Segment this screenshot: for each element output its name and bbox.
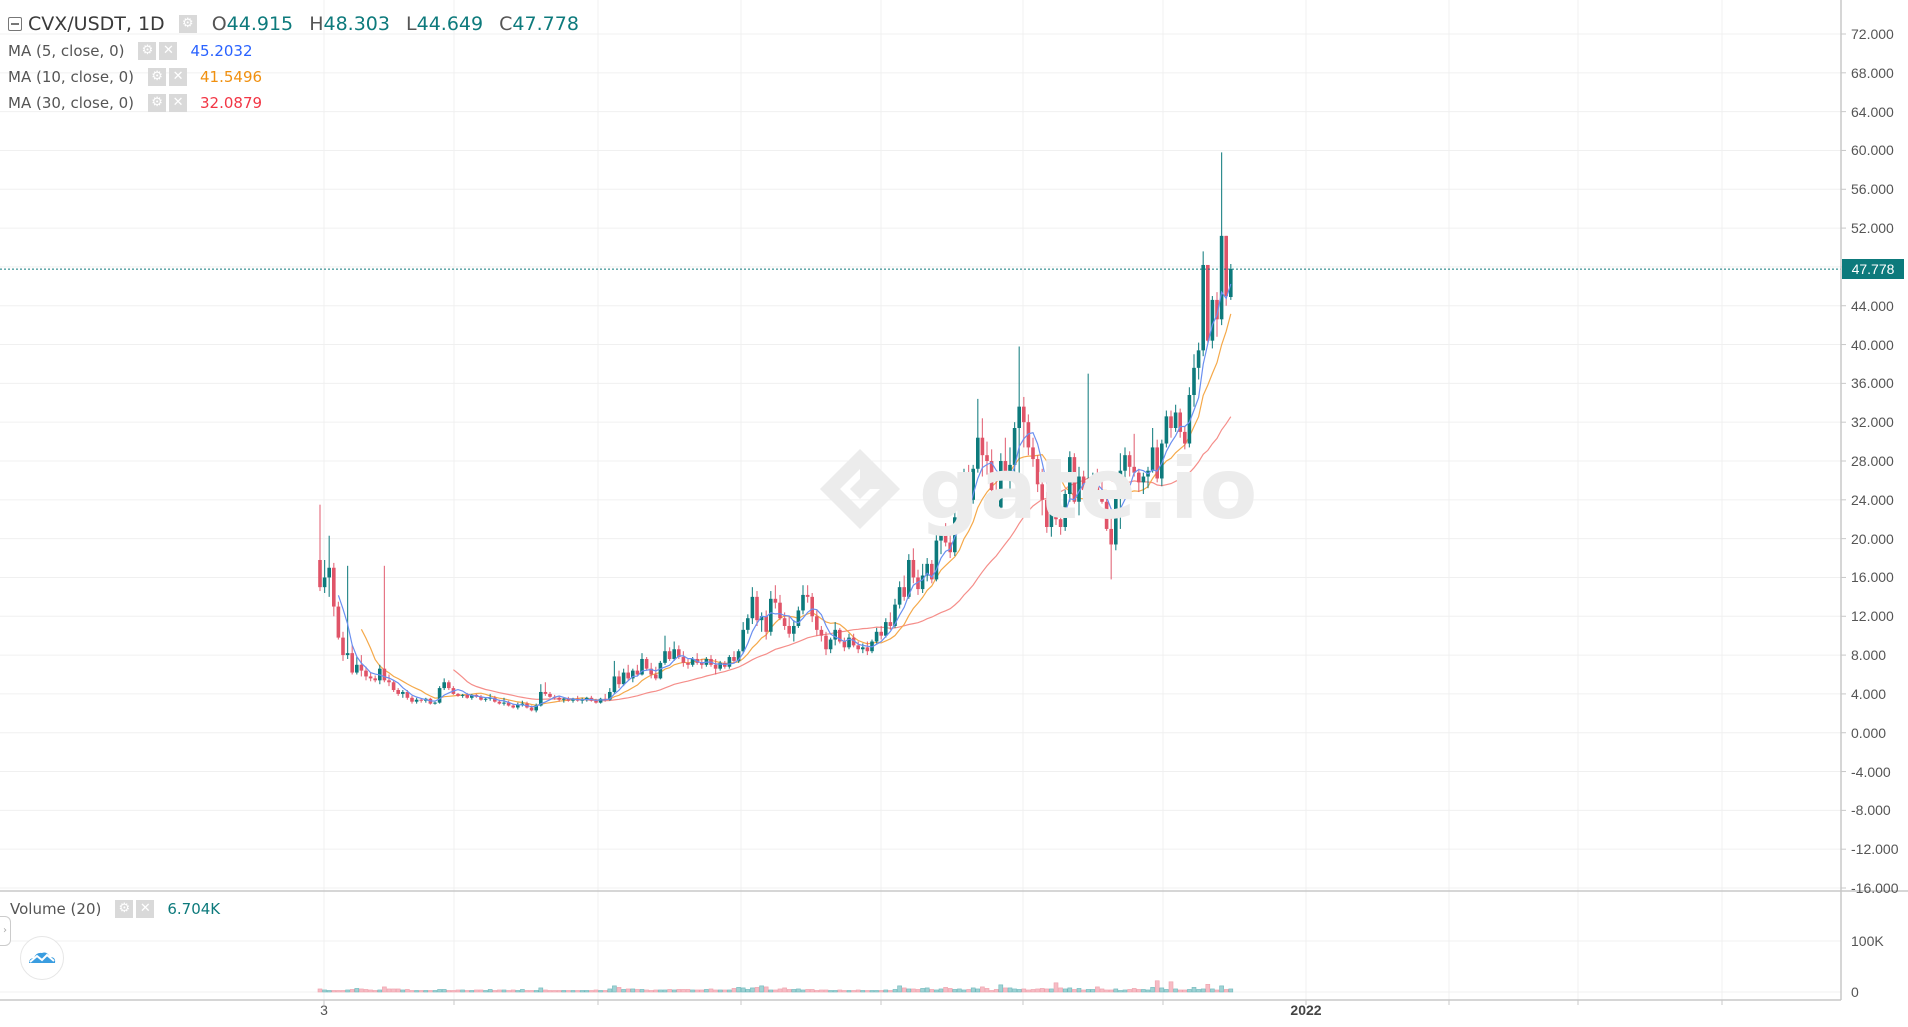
- candlestick-series: [318, 152, 1233, 713]
- price-tick-label: 20.000: [1851, 530, 1894, 547]
- close-value: 47.778: [512, 13, 579, 35]
- ma5-value: 45.2032: [190, 42, 253, 60]
- ma30-line: [453, 416, 1232, 702]
- ma5-remove-close-icon[interactable]: ✕: [159, 42, 178, 60]
- ohlc-values: O44.915 H48.303 L44.649 C47.778: [212, 13, 579, 35]
- ma10-remove-close-icon[interactable]: ✕: [169, 68, 188, 86]
- volume-series: [317, 980, 1234, 993]
- volume-settings-gear-icon[interactable]: ⚙: [115, 900, 134, 918]
- price-tick-label: 40.000: [1851, 336, 1894, 353]
- price-tick-label: -12.000: [1851, 841, 1899, 858]
- price-tick-label: 56.000: [1851, 181, 1894, 198]
- ma5-settings-gear-icon[interactable]: ⚙: [138, 42, 157, 60]
- volume-tick-label: 100K: [1851, 933, 1884, 949]
- ma10-line: [360, 313, 1232, 706]
- ma10-label: MA (10, close, 0): [8, 68, 135, 86]
- ma10-legend: MA (10, close, 0) ⚙ ✕ 41.5496: [8, 64, 579, 90]
- settings-gear-icon[interactable]: ⚙: [178, 15, 197, 33]
- ma10-value: 41.5496: [200, 68, 263, 86]
- close-label: C: [499, 13, 513, 35]
- price-tick-label: 24.000: [1851, 491, 1894, 508]
- ma10-settings-gear-icon[interactable]: ⚙: [148, 68, 167, 86]
- price-tick-label: 64.000: [1851, 103, 1894, 120]
- price-tick-label: 16.000: [1851, 569, 1894, 586]
- ma30-settings-gear-icon[interactable]: ⚙: [148, 94, 167, 112]
- price-tick-label: 44.000: [1851, 297, 1894, 314]
- symbol-legend: CVX/USDT, 1D ⚙ O44.915 H48.303 L44.649 C…: [8, 10, 579, 38]
- ma30-remove-close-icon[interactable]: ✕: [169, 94, 188, 112]
- price-tick-label: 60.000: [1851, 142, 1894, 159]
- ma5-line: [337, 283, 1232, 708]
- grid: [0, 0, 1841, 1000]
- price-tick-label: 52.000: [1851, 220, 1894, 237]
- volume-tick-label: 0: [1851, 984, 1859, 1000]
- volume-label: Volume (20): [10, 900, 102, 918]
- ma30-value: 32.0879: [200, 94, 263, 112]
- symbol-title: CVX/USDT, 1D: [28, 13, 165, 35]
- low-value: 44.649: [416, 13, 484, 35]
- price-tick-label: -16.000: [1851, 880, 1899, 896]
- tradingview-logo[interactable]: [20, 936, 64, 980]
- volume-remove-close-icon[interactable]: ✕: [136, 900, 155, 918]
- time-tick-label: 2022: [1290, 1002, 1322, 1018]
- volume-legend: Volume (20) ⚙ ✕ 6.704K: [10, 900, 220, 918]
- high-label: H: [309, 13, 324, 35]
- volume-value: 6.704K: [167, 900, 221, 918]
- price-tick-label: 4.000: [1851, 685, 1887, 702]
- price-tick-label: -8.000: [1851, 802, 1891, 819]
- price-tick-label: 72.000: [1851, 26, 1894, 42]
- price-tick-label: -4.000: [1851, 763, 1891, 780]
- price-tick-label: 32.000: [1851, 414, 1894, 431]
- ma30-legend: MA (30, close, 0) ⚙ ✕ 32.0879: [8, 90, 579, 116]
- price-tick-label: 36.000: [1851, 375, 1894, 392]
- last-price-tag: 47.778: [1842, 259, 1904, 279]
- price-tick-label: 28.000: [1851, 453, 1894, 469]
- price-tick-label: 8.000: [1851, 647, 1887, 664]
- ma5-legend: MA (5, close, 0) ⚙ ✕ 45.2032: [8, 38, 579, 64]
- ma30-label: MA (30, close, 0): [8, 94, 135, 112]
- price-tick-label: 68.000: [1851, 64, 1894, 81]
- ma5-label: MA (5, close, 0): [8, 42, 125, 60]
- open-label: O: [211, 13, 227, 35]
- high-value: 48.303: [323, 13, 390, 35]
- price-tick-label: 0.000: [1851, 724, 1887, 741]
- low-label: L: [406, 13, 417, 35]
- time-tick-label: 3: [320, 1002, 328, 1018]
- price-tick-label: 12.000: [1851, 608, 1894, 625]
- open-value: 44.915: [226, 13, 294, 35]
- chart-legend: CVX/USDT, 1D ⚙ O44.915 H48.303 L44.649 C…: [8, 10, 579, 116]
- cloud-chart-icon: [29, 952, 56, 963]
- expand-sidebar-chevron-icon[interactable]: ›: [0, 916, 11, 946]
- collapse-legend-icon[interactable]: [8, 17, 22, 31]
